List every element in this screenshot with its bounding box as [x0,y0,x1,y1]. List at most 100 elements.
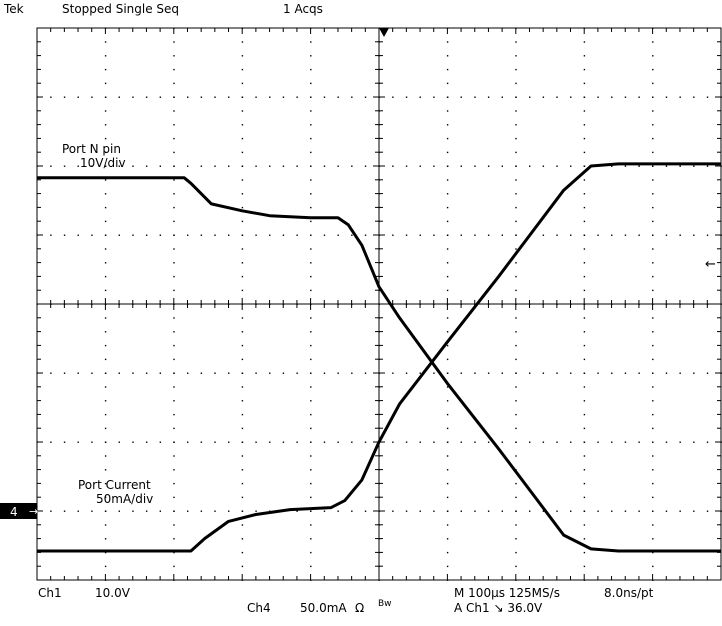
grid-dot [446,137,449,140]
grid-dot [720,441,722,443]
grid-dot [63,510,66,512]
grid-dot [515,248,517,250]
grid-dot [228,441,230,443]
grid-dot [77,510,79,512]
grid-dot [515,193,517,195]
grid-dot [487,441,490,443]
grid-dot [720,234,722,236]
grid-dot [255,165,257,167]
grid-dot [173,82,175,85]
grid-dot [652,234,654,236]
grid-dot [310,524,312,526]
grid-dot [652,193,654,195]
grid-dot [652,289,654,292]
ch4-ground-marker [0,503,37,519]
grid-dot [241,372,244,374]
grid-dot [446,510,449,512]
grid-dot [583,55,586,57]
grid-dot [173,331,175,333]
grid-dot [597,96,599,98]
grid-dot [241,68,244,71]
grid-dot [173,206,175,209]
grid-dot [624,165,627,167]
grid-dot [515,344,517,347]
grid-dot [679,441,681,443]
port-current-trace [37,162,721,553]
grid-dot [104,289,107,292]
grid-dot [104,275,107,278]
grid-dot [446,482,449,485]
grid-dot [241,317,244,319]
grid-dot [652,137,654,140]
grid-dot [460,165,462,167]
grid-dot [173,372,175,374]
grid-dot [583,137,586,140]
grid-dot [611,96,613,98]
grid-dot [446,344,449,347]
grid-dot [570,372,572,374]
grid-dot [296,165,298,167]
grid-dot [501,234,504,236]
grid-dot [515,441,517,443]
grid-dot [323,441,326,443]
grid-dot [638,96,640,98]
grid-dot [241,262,244,264]
grid-dot [515,289,517,292]
grid-dot [145,234,148,236]
grid-dot [515,234,517,236]
grid-dot [679,510,681,512]
grid-dot [104,469,107,471]
grid-dot [91,372,93,374]
grid-dot [446,455,449,457]
grid-dot [419,96,421,98]
grid-dot [460,96,462,98]
grid-dot [419,441,421,443]
grid-dot [583,358,586,361]
grid-dot [624,441,627,443]
grid-dot [186,510,189,512]
grid-dot [104,124,107,126]
grid-dot [583,496,586,499]
grid-dot [515,400,517,402]
grid-dot [351,372,353,374]
grid-dot [501,441,504,443]
grid-dot [433,234,435,236]
grid-dot [173,469,175,471]
grid-dot [638,165,640,167]
grid-dot [241,41,244,43]
grid-dot [241,234,244,236]
grid-dot [487,510,490,512]
grid-dot [392,234,394,236]
grid-dot [583,248,586,250]
grid-dot [515,206,517,209]
brand-label: Tek [4,2,24,16]
grid-dot [132,372,134,374]
grid-dot [173,55,175,57]
grid-dot [652,331,654,333]
grid-dot [104,165,107,167]
grid-dot [296,441,298,443]
grid-dot [556,165,558,167]
grid-dot [583,289,586,292]
grid-dot [583,538,586,540]
grid-dot [665,372,668,374]
series-name-label: Port N pin [62,142,121,156]
grid-dot [706,96,709,98]
grid-dot [515,124,517,126]
grid-dot [583,400,586,402]
grid-dot [173,510,175,512]
grid-dot [446,165,449,167]
grid-dot [173,151,175,154]
grid-dot [446,358,449,361]
grid-dot [200,372,203,374]
grid-dot [652,372,654,374]
grid-dot [104,193,107,195]
grid-dot [652,358,654,361]
grid-dot [173,524,175,526]
grid-dot [351,234,353,236]
grid-dot [446,55,449,57]
grid-dot [104,96,107,98]
grid-dot [241,165,244,167]
grid-dot [173,427,175,430]
grid-dot [652,579,654,581]
